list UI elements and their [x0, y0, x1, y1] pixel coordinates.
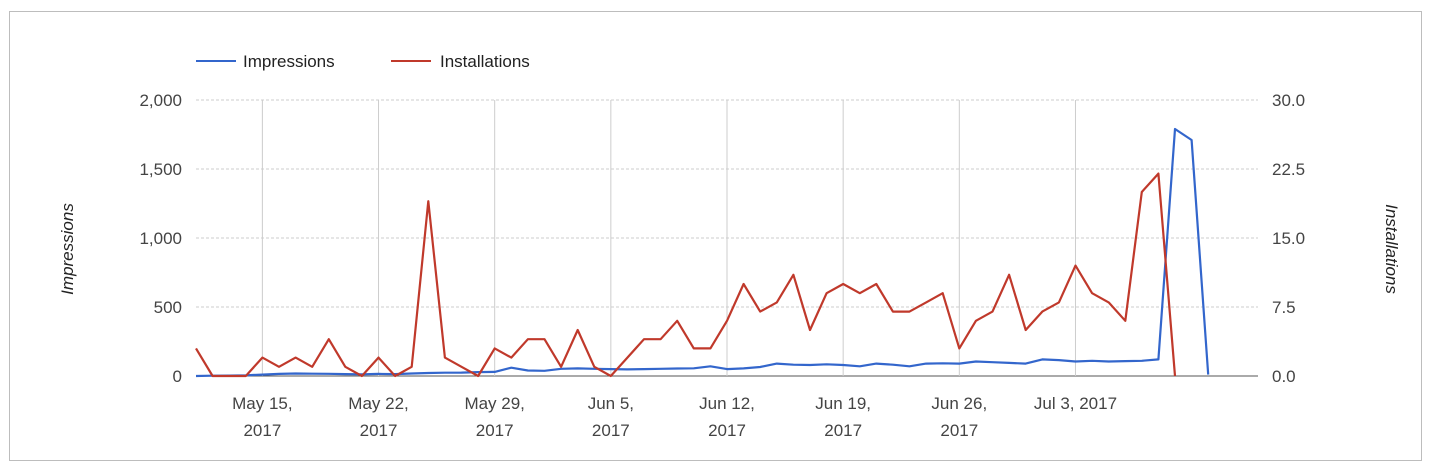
x-axis-ticks: May 15, 2017 May 22, 2017 May 29, 2017 Jun 5, 2… — [232, 394, 1117, 440]
series-line-installations[interactable] — [195, 172, 1177, 378]
line-chart: 0 500 1,000 1,500 2,000 0.0 7.5 15.0 22.5 30.0 M… — [58, 52, 1401, 440]
y-left-tick-label: 0 — [173, 367, 182, 386]
y-left-tick-label: 1,500 — [139, 160, 182, 179]
legend-item-impressions[interactable]: Impressions — [196, 52, 335, 71]
y-right-tick-label: 30.0 — [1272, 91, 1305, 110]
x-tick-label-year: 2017 — [592, 421, 630, 440]
y-left-tick-label: 1,000 — [139, 229, 182, 248]
y-right-tick-label: 7.5 — [1272, 298, 1296, 317]
x-tick-label-year: 2017 — [360, 421, 398, 440]
x-tick-label: May 15, — [232, 394, 292, 413]
series-line-impressions[interactable] — [195, 127, 1210, 378]
legend: Impressions Installations — [196, 52, 530, 71]
y-right-tick-label: 0.0 — [1272, 367, 1296, 386]
x-tick-label: Jul 3, 2017 — [1034, 394, 1117, 413]
chart-frame: 0 500 1,000 1,500 2,000 0.0 7.5 15.0 22.5 30.0 M… — [9, 11, 1422, 461]
legend-item-installations[interactable]: Installations — [391, 52, 530, 71]
x-tick-label: Jun 5, — [588, 394, 634, 413]
x-tick-label: May 29, — [464, 394, 524, 413]
x-tick-label-year: 2017 — [708, 421, 746, 440]
y-right-tick-label: 22.5 — [1272, 160, 1305, 179]
left-axis-ticks: 0 500 1,000 1,500 2,000 — [139, 91, 182, 386]
y-left-tick-label: 2,000 — [139, 91, 182, 110]
x-tick-label-year: 2017 — [243, 421, 281, 440]
legend-label-impressions: Impressions — [243, 52, 335, 71]
x-tick-label-year: 2017 — [940, 421, 978, 440]
left-axis-title: Impressions — [58, 203, 77, 295]
series-layer — [195, 127, 1210, 378]
right-axis-title: Installations — [1382, 204, 1401, 294]
x-tick-label: Jun 12, — [699, 394, 755, 413]
x-tick-label-year: 2017 — [476, 421, 514, 440]
x-tick-label: Jun 26, — [931, 394, 987, 413]
right-axis-ticks: 0.0 7.5 15.0 22.5 30.0 — [1272, 91, 1305, 386]
gridlines — [196, 99, 1258, 377]
x-tick-label-year: 2017 — [824, 421, 862, 440]
y-left-tick-label: 500 — [154, 298, 182, 317]
legend-label-installations: Installations — [440, 52, 530, 71]
y-right-tick-label: 15.0 — [1272, 229, 1305, 248]
x-tick-label: Jun 19, — [815, 394, 871, 413]
x-tick-label: May 22, — [348, 394, 408, 413]
